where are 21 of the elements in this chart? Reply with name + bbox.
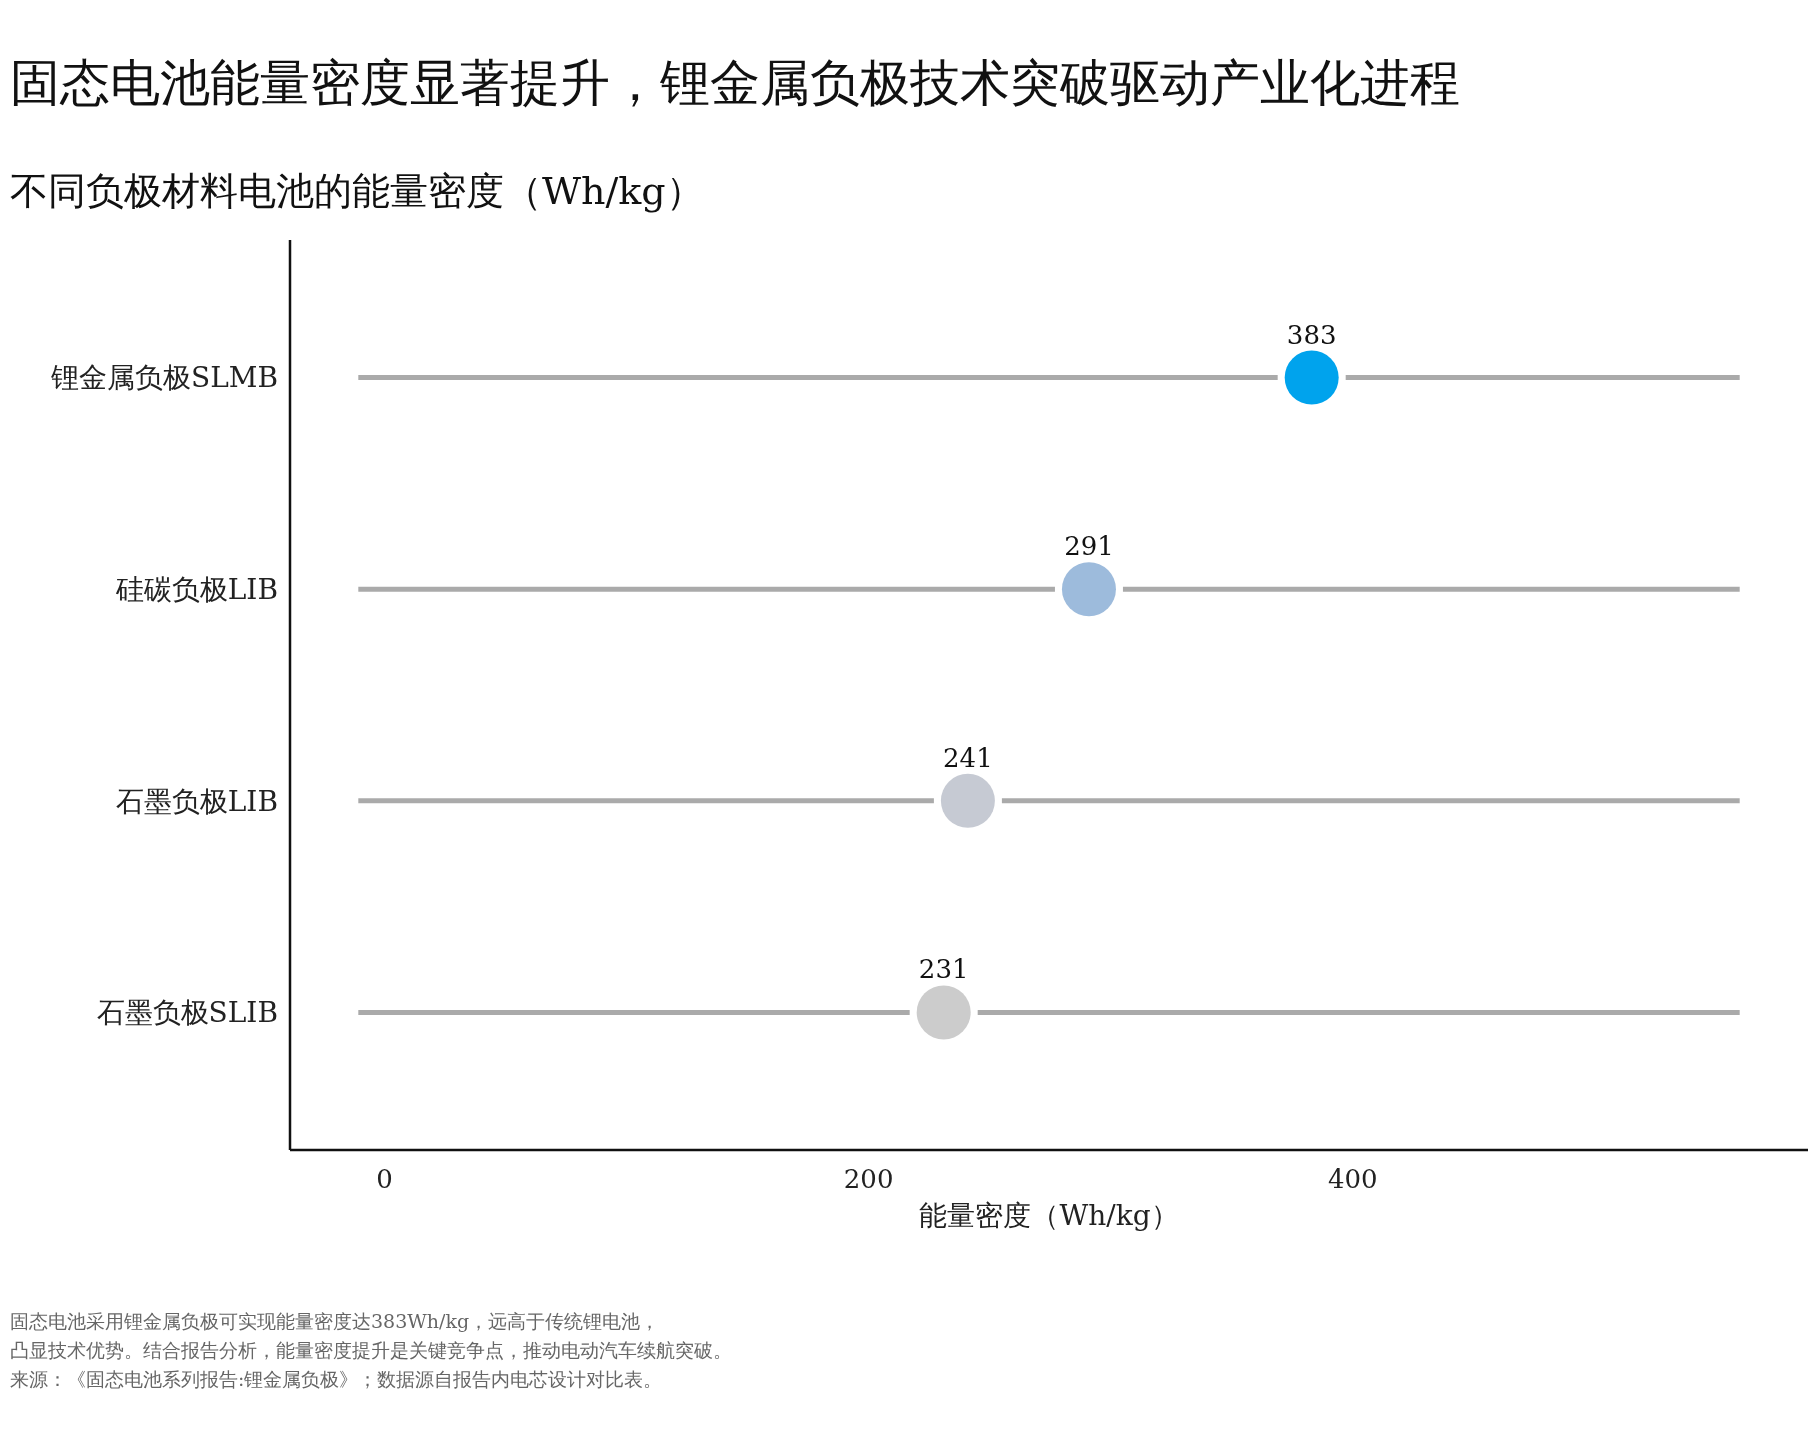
source-note: 来源：《固态电池系列报告:锂金属负极》；数据源自报告内电芯设计对比表。 [10,1368,663,1390]
y-tick-label: 硅碳负极LIB [114,572,278,606]
y-tick-label: 石墨负极LIB [115,784,278,818]
x-axis-title: 能量密度（Wh/kg） [919,1199,1179,1232]
text: 固态电池采用锂金属负极可实现能量密度达383Wh/kg，远高于传统锂电池， [10,1310,660,1332]
x-tick-label: 200 [843,1164,894,1194]
x-tick-label: 0 [376,1164,393,1194]
data-label: 291 [1064,531,1114,562]
point [940,773,995,828]
text: 凸显技术优势。结合报告分析，能量密度提升是关键竞争点，推动电动汽车续航突破。 [10,1339,732,1361]
y-tick-label: 锂金属负极SLMB [49,361,278,395]
chart-title: 固态电池能量密度显著提升，锂金属负极技术突破驱动产业化进程 [10,54,1460,112]
x-tick-label: 400 [1328,1164,1378,1194]
chart-subtitle: 不同负极材料电池的能量密度（Wh/kg） [10,169,704,213]
point [916,985,971,1040]
y-tick-label: 石墨负极SLIB [96,996,278,1030]
point [1061,562,1116,617]
data-label: 241 [943,742,993,773]
point [1284,350,1339,405]
data-label: 231 [918,954,969,985]
data-label: 383 [1286,319,1337,350]
